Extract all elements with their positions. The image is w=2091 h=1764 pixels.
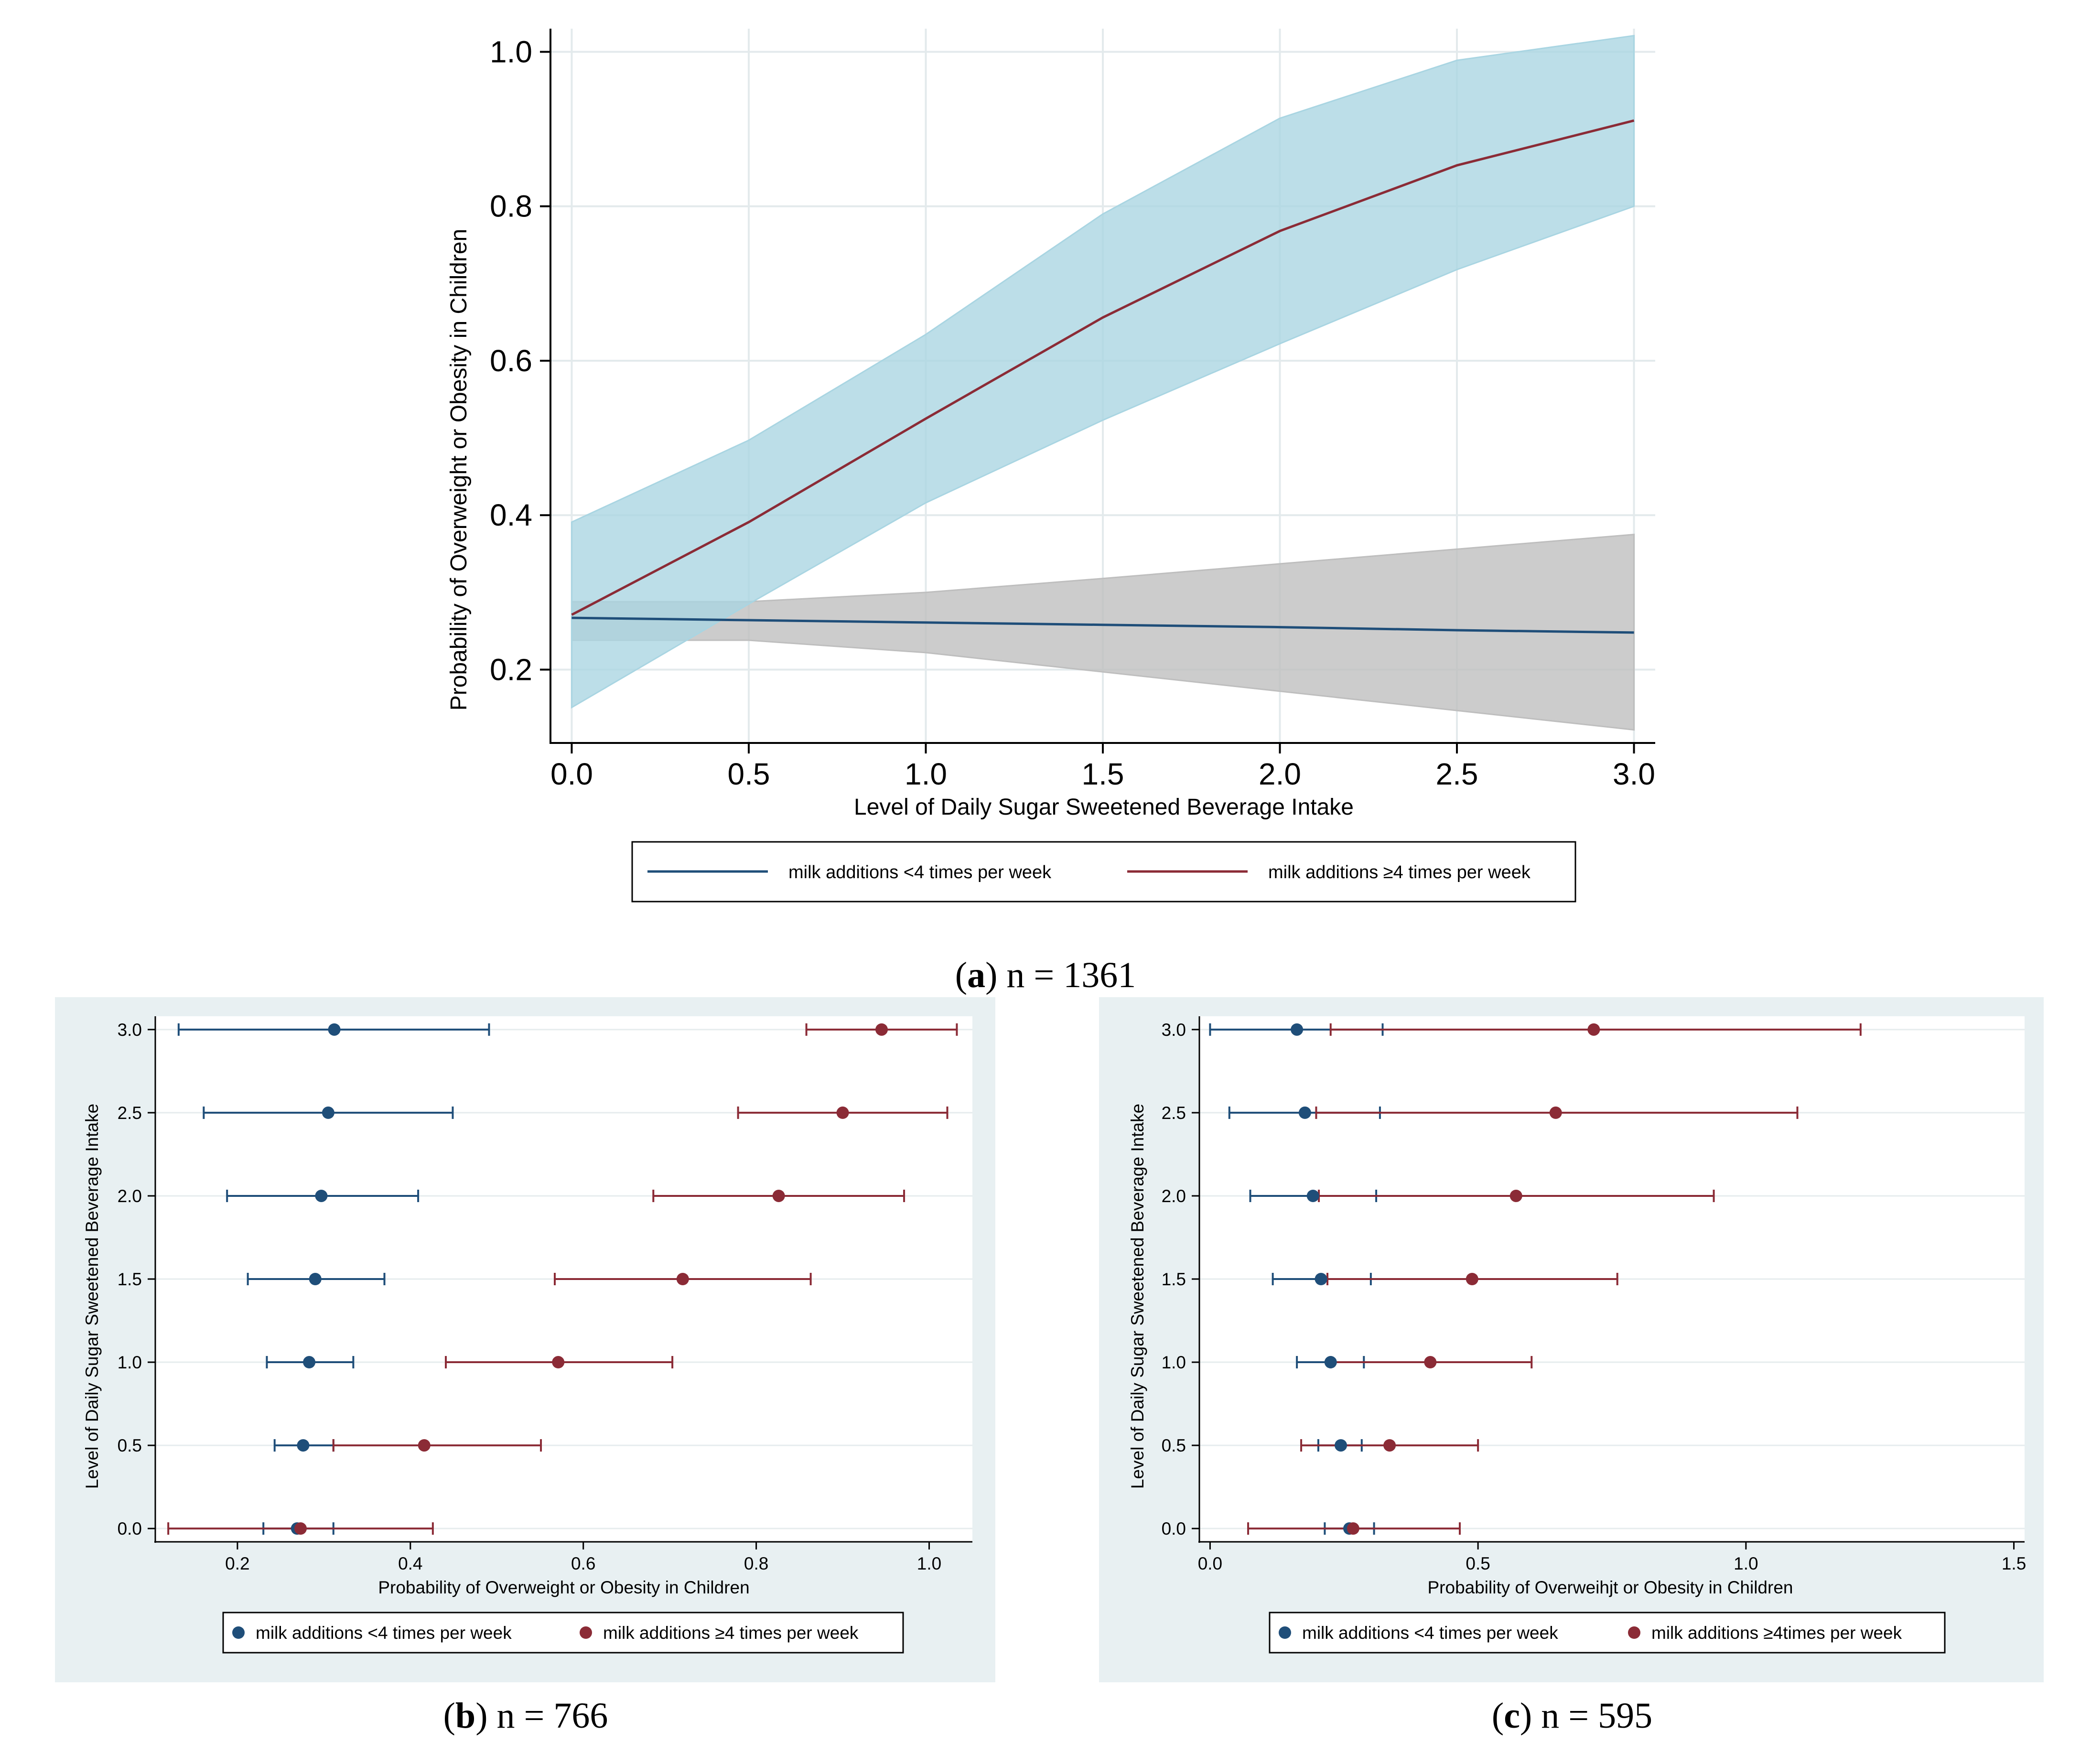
panel-b: 0.2 0.4 0.6 0.8 1.0 0.0 0.5 1.0 1.5 2.0 2.5 3.0 Pro… — [55, 997, 995, 1736]
panel-a-xtick-label-6: 3.0 — [1613, 757, 1655, 791]
panel-a-ytick-label-2: 0.6 — [490, 344, 532, 378]
panel-a-xtick-label-1: 0.5 — [727, 757, 770, 791]
panel-a-band-1 — [571, 34, 1635, 709]
panel-a-caption: (a) n = 1361 — [955, 955, 1136, 995]
panel-c-point-1-4 — [1509, 1189, 1522, 1202]
panel-b-axes: 0.2 0.4 0.6 0.8 1.0 0.0 0.5 1.0 1.5 2.0 2.5 3.0 — [118, 1016, 972, 1573]
panel-b-caption: (b) n = 766 — [443, 1696, 608, 1736]
panel-a-axes: 0.0 0.5 1.0 1.5 2.0 2.5 3.0 0.2 0.4 0.6 0.8 1.0 — [490, 29, 1655, 791]
panel-c-point-0-1 — [1335, 1439, 1347, 1452]
panel-b-error-bars — [167, 1023, 958, 1535]
panel-c-point-0-6 — [1291, 1023, 1304, 1036]
panel-b-ytick-label-1: 0.5 — [118, 1436, 142, 1455]
panel-b-ytick-label-5: 2.5 — [118, 1103, 142, 1123]
panel-b-point-0-5 — [322, 1106, 334, 1119]
legend-marker-c-1 — [1628, 1626, 1640, 1639]
legend-marker-b-1 — [580, 1626, 592, 1639]
panel-a-lines — [571, 119, 1635, 634]
legend-marker-c-0 — [1279, 1626, 1291, 1639]
panel-c-point-1-2 — [1424, 1356, 1437, 1369]
panel-a-band-0 — [571, 533, 1635, 731]
panel-a-ytick-label-1: 0.4 — [490, 498, 532, 532]
panel-a-ylabel: Probability of Overweight or Obesity in … — [446, 229, 472, 710]
panel-c-point-0-3 — [1315, 1273, 1327, 1285]
panel-a-ytick-label-0: 0.2 — [490, 652, 532, 687]
panel-c-caption: (c) n = 595 — [1492, 1696, 1652, 1736]
panel-b-xtick-label-1: 0.4 — [398, 1554, 422, 1573]
panel-b-legend: milk additions <4 times per week milk ad… — [222, 1612, 904, 1654]
panel-c-ytick-label-6: 3.0 — [1162, 1020, 1186, 1040]
panel-b-point-1-2 — [552, 1356, 565, 1369]
panel-b-ytick-label-4: 2.0 — [118, 1186, 142, 1206]
panel-b-xtick-label-2: 0.6 — [571, 1554, 595, 1573]
panel-b-point-0-2 — [303, 1356, 316, 1369]
panel-b-point-0-6 — [328, 1023, 341, 1036]
panel-c-xlabel: Probability of Overweihjt or Obesity in … — [1428, 1578, 1793, 1597]
panel-b-ytick-label-3: 1.5 — [118, 1269, 142, 1289]
legend-label-b-0: milk additions <4 times per week — [256, 1623, 512, 1643]
panel-b-ytick-label-0: 0.0 — [118, 1519, 142, 1538]
panel-c-ytick-label-4: 2.0 — [1162, 1186, 1186, 1206]
panel-c-point-1-5 — [1549, 1106, 1562, 1119]
panel-c-point-1-0 — [1347, 1522, 1359, 1535]
legend-label-a-1: milk additions ≥4 times per week — [1268, 862, 1531, 882]
panel-c-point-1-6 — [1587, 1023, 1600, 1036]
panel-c-xtick-label-0: 0.0 — [1198, 1554, 1222, 1573]
panel-c-point-1-1 — [1383, 1439, 1396, 1452]
panel-b-point-0-4 — [315, 1189, 328, 1202]
panel-b-point-0-3 — [309, 1273, 322, 1285]
panel-c-xtick-label-1: 0.5 — [1466, 1554, 1490, 1573]
panel-a: 0.0 0.5 1.0 1.5 2.0 2.5 3.0 0.2 0.4 0.6 0.8 1.0 Lev… — [446, 29, 1655, 995]
panel-c-ytick-label-0: 0.0 — [1162, 1519, 1186, 1538]
panel-c-axes: 0.0 0.5 1.0 1.5 0.0 0.5 1.0 1.5 2.0 2.5 3.0 — [1162, 1016, 2026, 1573]
panel-b-ytick-label-6: 3.0 — [118, 1020, 142, 1040]
panel-a-xtick-label-5: 2.5 — [1436, 757, 1478, 791]
panel-a-line-1 — [571, 119, 1635, 616]
panel-c: 0.0 0.5 1.0 1.5 0.0 0.5 1.0 1.5 2.0 2.5 3.0 Probab… — [1099, 997, 2044, 1736]
panel-c-point-1-3 — [1466, 1273, 1478, 1285]
panel-c-ytick-label-3: 1.5 — [1162, 1269, 1186, 1289]
panel-c-point-0-4 — [1306, 1189, 1319, 1202]
panel-c-ytick-label-1: 0.5 — [1162, 1436, 1186, 1455]
panel-b-xtick-label-0: 0.2 — [225, 1554, 249, 1573]
panel-c-ytick-label-2: 1.0 — [1162, 1353, 1186, 1372]
panel-b-point-1-0 — [294, 1522, 307, 1535]
panel-b-xtick-label-3: 0.8 — [744, 1554, 768, 1573]
panel-b-point-1-3 — [676, 1273, 689, 1285]
legend-label-b-1: milk additions ≥4 times per week — [603, 1623, 859, 1643]
panel-c-error-bars — [1209, 1023, 1862, 1535]
panel-a-ytick-label-4: 1.0 — [490, 34, 532, 69]
legend-label-a-0: milk additions <4 times per week — [788, 862, 1052, 882]
legend-label-c-1: milk additions ≥4times per week — [1651, 1623, 1902, 1643]
legend-marker-b-0 — [232, 1626, 245, 1639]
panel-b-xtick-label-4: 1.0 — [917, 1554, 941, 1573]
panel-c-point-0-2 — [1324, 1356, 1337, 1369]
panel-a-confidence-bands — [571, 34, 1635, 731]
panel-b-point-1-4 — [772, 1189, 785, 1202]
panel-b-point-1-5 — [836, 1106, 849, 1119]
panel-a-ytick-label-3: 0.8 — [490, 189, 532, 224]
panel-b-ylabel: Level of Daily Sugar Sweetened Beverage … — [82, 1104, 102, 1489]
panel-b-point-1-1 — [418, 1439, 431, 1452]
panel-c-xtick-label-2: 1.0 — [1734, 1554, 1758, 1573]
panel-c-ylabel: Level of Daily Sugar Sweetened Beverage … — [1128, 1104, 1147, 1489]
panel-a-xlabel: Level of Daily Sugar Sweetened Beverage … — [854, 795, 1354, 820]
panel-c-point-0-5 — [1298, 1106, 1311, 1119]
panel-b-xlabel: Probability of Overweight or Obesity in … — [378, 1578, 749, 1597]
panel-a-xtick-label-2: 1.0 — [905, 757, 947, 791]
panel-c-xtick-label-3: 1.5 — [2002, 1554, 2026, 1573]
panel-a-legend: milk additions <4 times per week milk ad… — [631, 841, 1576, 903]
panel-a-xtick-label-0: 0.0 — [550, 757, 593, 791]
panel-c-ytick-label-5: 2.5 — [1162, 1103, 1186, 1123]
panel-b-point-1-6 — [875, 1023, 888, 1036]
panel-b-point-0-1 — [297, 1439, 310, 1452]
panel-c-legend: milk additions <4 times per week milk ad… — [1269, 1612, 1946, 1654]
panel-b-ytick-label-2: 1.0 — [118, 1353, 142, 1372]
panel-a-xtick-label-3: 1.5 — [1082, 757, 1124, 791]
legend-label-c-0: milk additions <4 times per week — [1302, 1623, 1558, 1643]
panel-a-line-0 — [571, 616, 1634, 634]
panel-a-xtick-label-4: 2.0 — [1259, 757, 1301, 791]
